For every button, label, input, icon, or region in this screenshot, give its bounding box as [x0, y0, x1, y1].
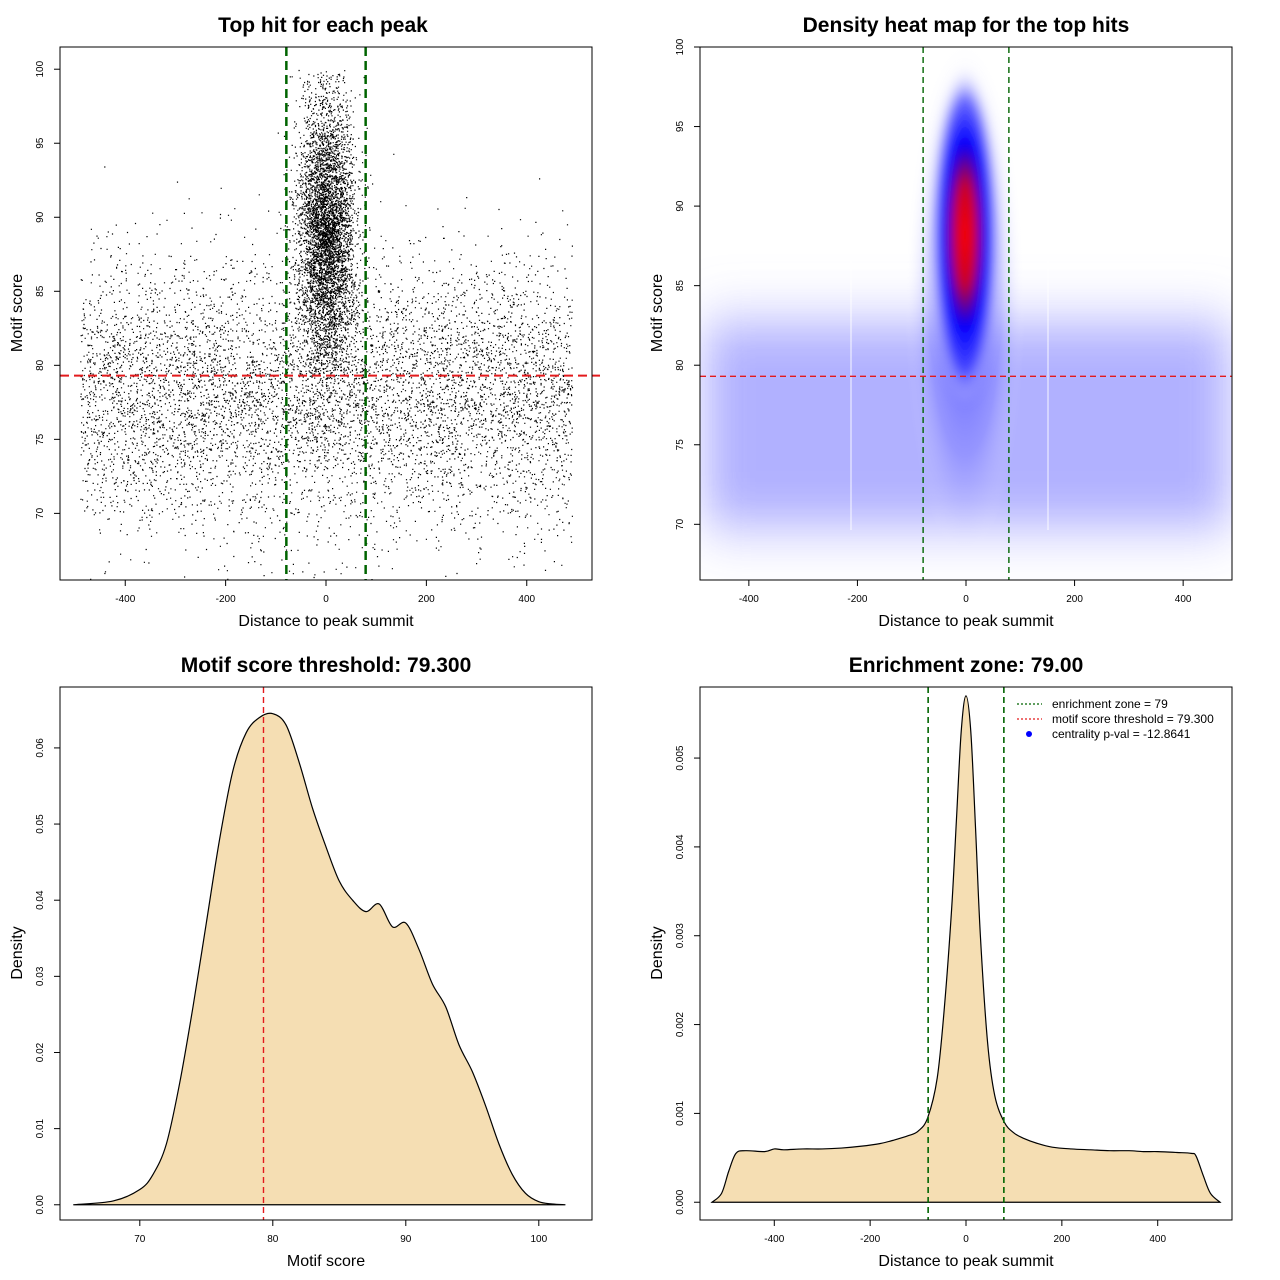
y-tick-label: 70 — [35, 507, 46, 519]
panel3-axes: 70 80 90 100 0.00 0.01 0.02 0.03 0.04 0.05 0.06 — [35, 738, 548, 1245]
y-tick-label: 0.003 — [675, 923, 686, 948]
panel3-title: Motif score threshold: 79.300 — [181, 654, 472, 677]
panel4-axes: -400 -200 0 200 400 0.000 0.001 0.002 0.003 0.004… — [675, 745, 1166, 1245]
panel-distance-density: Enrichment zone: 79.00 -400 -200 0 200 400 0.… — [649, 654, 1233, 1270]
panel1-title: Top hit for each peak — [218, 14, 428, 37]
panel2-reference-lines — [700, 47, 1232, 580]
x-tick-label: 200 — [1066, 594, 1083, 605]
panel4-xlabel: Distance to peak summit — [878, 1253, 1054, 1270]
scatter-point-cloud — [80, 69, 574, 580]
x-tick-label: 0 — [963, 1234, 969, 1245]
legend-threshold-label: motif score threshold = 79.300 — [1052, 712, 1214, 726]
y-tick-label: 0.06 — [35, 738, 46, 758]
y-tick-label: 0.00 — [35, 1195, 46, 1215]
legend: enrichment zone = 79 motif score thresho… — [1017, 697, 1214, 741]
y-tick-label: 0.02 — [35, 1042, 46, 1062]
y-tick-label: 85 — [35, 285, 46, 297]
x-tick-label: -200 — [860, 1234, 880, 1245]
y-tick-label: 100 — [35, 60, 46, 77]
y-tick-label: 90 — [35, 211, 46, 223]
y-tick-label: 80 — [675, 359, 686, 371]
heatmap-density-peak — [931, 65, 999, 405]
panel2-xlabel: Distance to peak summit — [878, 613, 1054, 630]
panel1-ylabel: Motif score — [9, 274, 26, 352]
panel-heatmap: Density heat map for the top hits -400 -2… — [649, 14, 1233, 630]
heatmap-area — [705, 47, 1230, 560]
panel1-xlabel: Distance to peak summit — [238, 613, 414, 630]
x-tick-label: 70 — [134, 1234, 146, 1245]
panel1-reference-lines — [60, 47, 600, 580]
x-tick-label: 400 — [1149, 1234, 1166, 1245]
y-tick-label: 0.005 — [675, 745, 686, 770]
x-tick-label: -400 — [115, 594, 135, 605]
y-tick-label: 95 — [35, 137, 46, 149]
x-tick-label: 400 — [518, 594, 535, 605]
scatter-points — [80, 69, 574, 580]
x-tick-label: -400 — [764, 1234, 784, 1245]
x-tick-label: 0 — [323, 594, 329, 605]
y-tick-label: 0.03 — [35, 966, 46, 986]
panel2-ylabel: Motif score — [649, 274, 666, 352]
legend-centrality-label: centrality p-val = -12.8641 — [1052, 727, 1191, 741]
x-tick-label: -400 — [739, 594, 759, 605]
y-tick-label: 75 — [675, 439, 686, 451]
x-tick-label: -200 — [216, 594, 236, 605]
x-tick-label: 400 — [1175, 594, 1192, 605]
y-tick-label: 100 — [675, 38, 686, 55]
panel-scatter: Top hit for each peak -400 -200 0 200 400 70 7… — [9, 14, 600, 630]
x-tick-label: 0 — [963, 594, 969, 605]
x-tick-label: 200 — [418, 594, 435, 605]
y-tick-label: 75 — [35, 433, 46, 445]
y-tick-label: 0.01 — [35, 1118, 46, 1138]
y-tick-label: 95 — [675, 121, 686, 133]
panel3-ylabel: Density — [9, 926, 26, 979]
y-tick-label: 80 — [35, 359, 46, 371]
panel3-xlabel: Motif score — [287, 1253, 365, 1270]
score-density-area — [73, 712, 566, 1206]
y-tick-label: 90 — [675, 200, 686, 212]
x-tick-label: -200 — [847, 594, 867, 605]
legend-enrichment-label: enrichment zone = 79 — [1052, 697, 1168, 711]
x-tick-label: 80 — [267, 1234, 279, 1245]
panel4-ylabel: Density — [649, 926, 666, 979]
panel2-axes: -400 -200 0 200 400 70 75 80 85 90 95 100 — [675, 38, 1192, 605]
x-tick-label: 200 — [1054, 1234, 1071, 1245]
y-tick-label: 0.05 — [35, 814, 46, 834]
panel4-reference-lines — [927, 687, 1005, 1220]
y-tick-label: 85 — [675, 280, 686, 292]
panel1-axes: -400 -200 0 200 400 70 75 80 85 90 95 100 — [35, 60, 536, 605]
x-tick-label: 90 — [400, 1234, 412, 1245]
distance-density-area — [710, 695, 1222, 1203]
panel4-title: Enrichment zone: 79.00 — [849, 654, 1084, 677]
legend-centrality-marker — [1026, 731, 1032, 737]
y-tick-label: 0.04 — [35, 890, 46, 910]
y-tick-label: 0.004 — [675, 834, 686, 859]
panel2-title: Density heat map for the top hits — [803, 14, 1130, 37]
y-tick-label: 0.000 — [675, 1189, 686, 1214]
y-tick-label: 70 — [675, 518, 686, 530]
x-tick-label: 100 — [530, 1234, 547, 1245]
panel-score-density: Motif score threshold: 79.300 70 80 90 100 0… — [9, 654, 593, 1270]
y-tick-label: 0.001 — [675, 1100, 686, 1125]
y-tick-label: 0.002 — [675, 1012, 686, 1037]
